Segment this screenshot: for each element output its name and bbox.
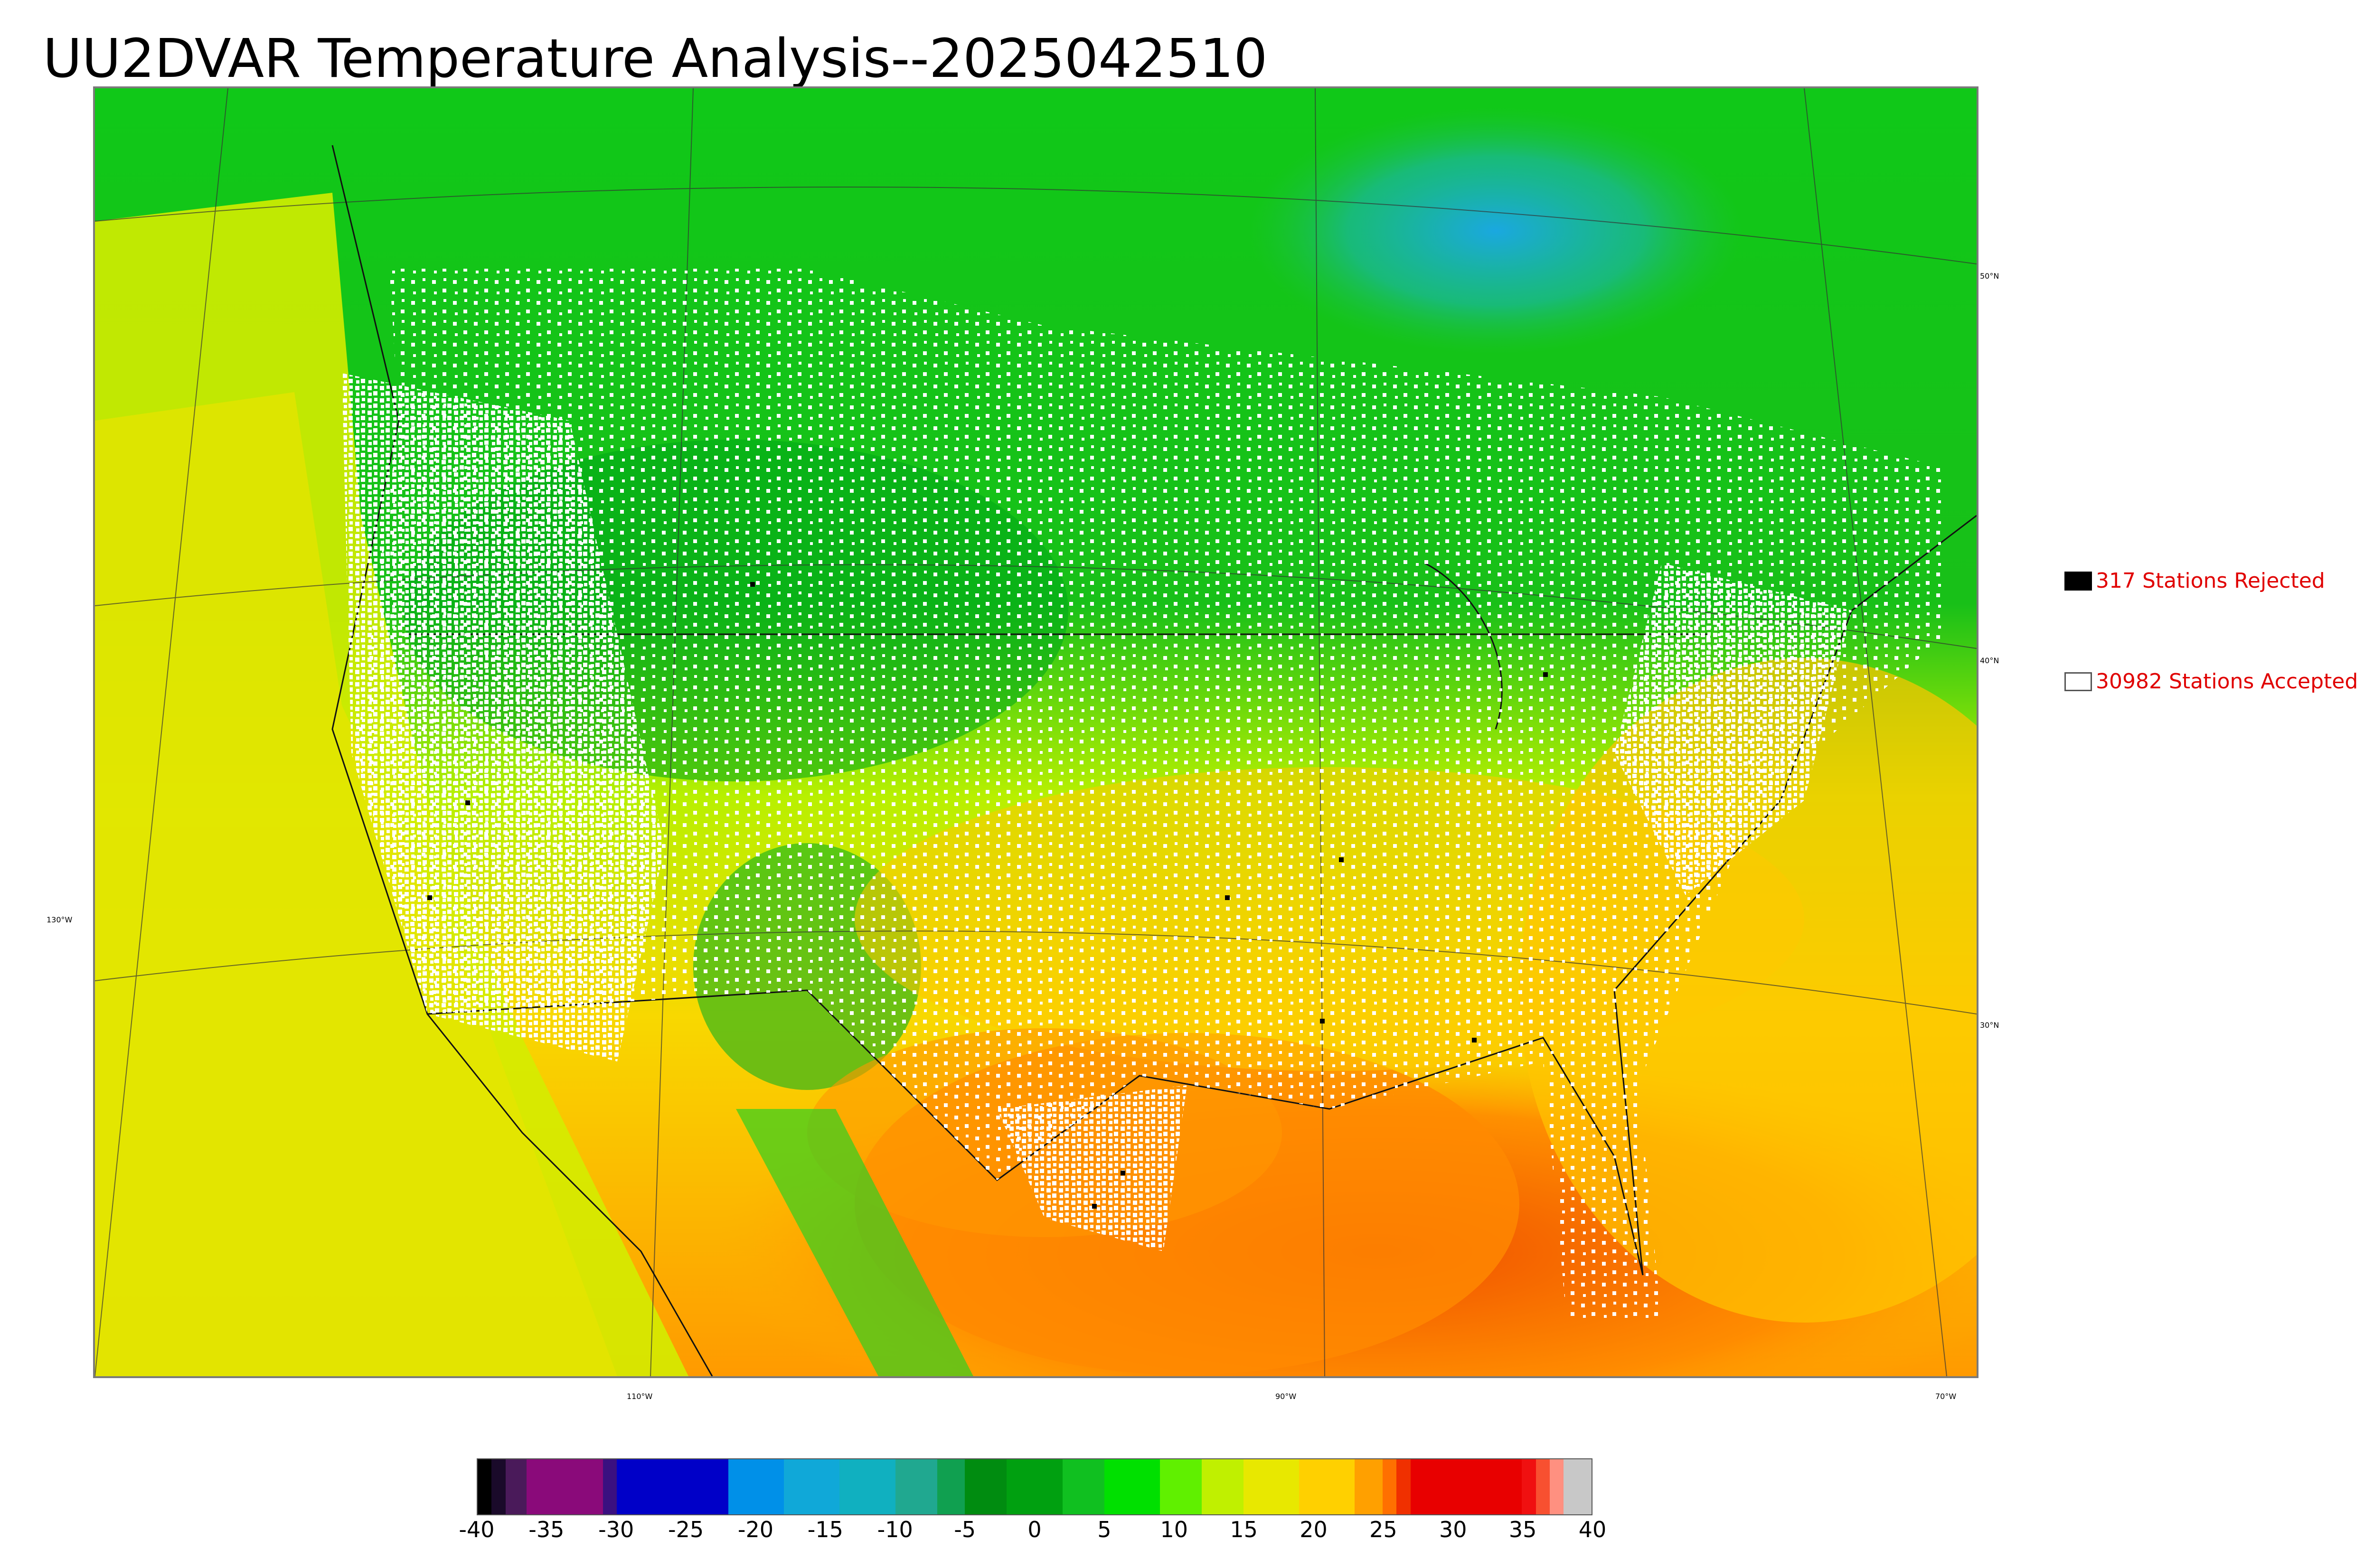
colorbar-segment: [937, 1459, 965, 1514]
legend-accepted: 30982 Stations Accepted: [2064, 669, 2358, 694]
lon-label-90w: 90°W: [1275, 1392, 1297, 1401]
lat-label-30n: 30°N: [1980, 1021, 1999, 1030]
accepted-swatch: [2064, 672, 2092, 691]
accepted-stations-sparse: [356, 269, 1947, 1323]
rejected-stations: [427, 582, 1548, 1209]
lat-label-40n: 40°N: [1980, 656, 1999, 665]
colorbar-tick-label: -20: [737, 1517, 774, 1542]
colorbar-tick-label: 5: [1097, 1517, 1112, 1542]
colorbar-segment: [1564, 1459, 1592, 1514]
map-title: UU2DVAR Temperature Analysis--2025042510: [43, 28, 1268, 90]
lon-label-110w: 110°W: [627, 1392, 653, 1401]
colorbar-tick-label: 0: [1027, 1517, 1042, 1542]
colorbar-segment: [1104, 1459, 1160, 1514]
colorbar-segment: [617, 1459, 728, 1514]
colorbar-segment: [491, 1459, 506, 1514]
colorbar-segment: [1383, 1459, 1397, 1514]
colorbar-segment: [965, 1459, 1007, 1514]
colorbar-segment: [603, 1459, 617, 1514]
colorbar-segment: [1243, 1459, 1300, 1514]
colorbar-segment: [1159, 1459, 1202, 1514]
accepted-stations-dense: [342, 373, 665, 1061]
colorbar-segment: [1007, 1459, 1063, 1514]
colorbar-tick-label: -5: [954, 1517, 976, 1542]
colorbar-segment: [478, 1459, 492, 1514]
colorbar-tick-label: -25: [668, 1517, 704, 1542]
colorbar-tick-label: 15: [1230, 1517, 1258, 1542]
temperature-field: [95, 88, 1977, 1376]
colorbar-tick-label: -40: [459, 1517, 495, 1542]
temperature-map: [93, 86, 1978, 1378]
colorbar-tick-label: 35: [1508, 1517, 1537, 1542]
colorbar-segment: [526, 1459, 603, 1514]
colorbar-segment: [784, 1459, 840, 1514]
lon-label-130w: 130°W: [47, 915, 73, 924]
legend-rejected: 317 Stations Rejected: [2064, 569, 2325, 593]
colorbar-segment: [1522, 1459, 1536, 1514]
colorbar-segment: [1410, 1459, 1522, 1514]
lat-label-50n: 50°N: [1980, 272, 1999, 281]
colorbar-segment: [1549, 1459, 1564, 1514]
colorbar-tick-label: -10: [877, 1517, 913, 1542]
colorbar-segment: [895, 1459, 937, 1514]
colorbar-tick-label: 30: [1439, 1517, 1467, 1542]
rejected-swatch: [2064, 571, 2092, 591]
rejected-label: 317 Stations Rejected: [2096, 569, 2325, 593]
accepted-stations-dense: [997, 1085, 1187, 1251]
colorbar-tick-label: -15: [807, 1517, 843, 1542]
colorbar-tick-label: -35: [528, 1517, 565, 1542]
colorbar-tick-label: 10: [1160, 1517, 1188, 1542]
colorbar: [477, 1458, 1592, 1515]
colorbar-tick-label: 20: [1300, 1517, 1328, 1542]
colorbar-segment: [1062, 1459, 1104, 1514]
accepted-label: 30982 Stations Accepted: [2096, 669, 2358, 694]
lon-label-70w: 70°W: [1935, 1392, 1957, 1401]
colorbar-segment: [1396, 1459, 1411, 1514]
colorbar-segment: [1355, 1459, 1383, 1514]
colorbar-segment: [1536, 1459, 1550, 1514]
colorbar-segment: [728, 1459, 784, 1514]
colorbar-segment: [1201, 1459, 1244, 1514]
colorbar-tick-label: 25: [1369, 1517, 1397, 1542]
colorbar-tick-label: 40: [1578, 1517, 1607, 1542]
colorbar-segment: [505, 1459, 527, 1514]
colorbar-segment: [839, 1459, 895, 1514]
accepted-stations-dense: [1614, 563, 1852, 895]
colorbar-tick-label: -30: [598, 1517, 634, 1542]
colorbar-segment: [1299, 1459, 1355, 1514]
